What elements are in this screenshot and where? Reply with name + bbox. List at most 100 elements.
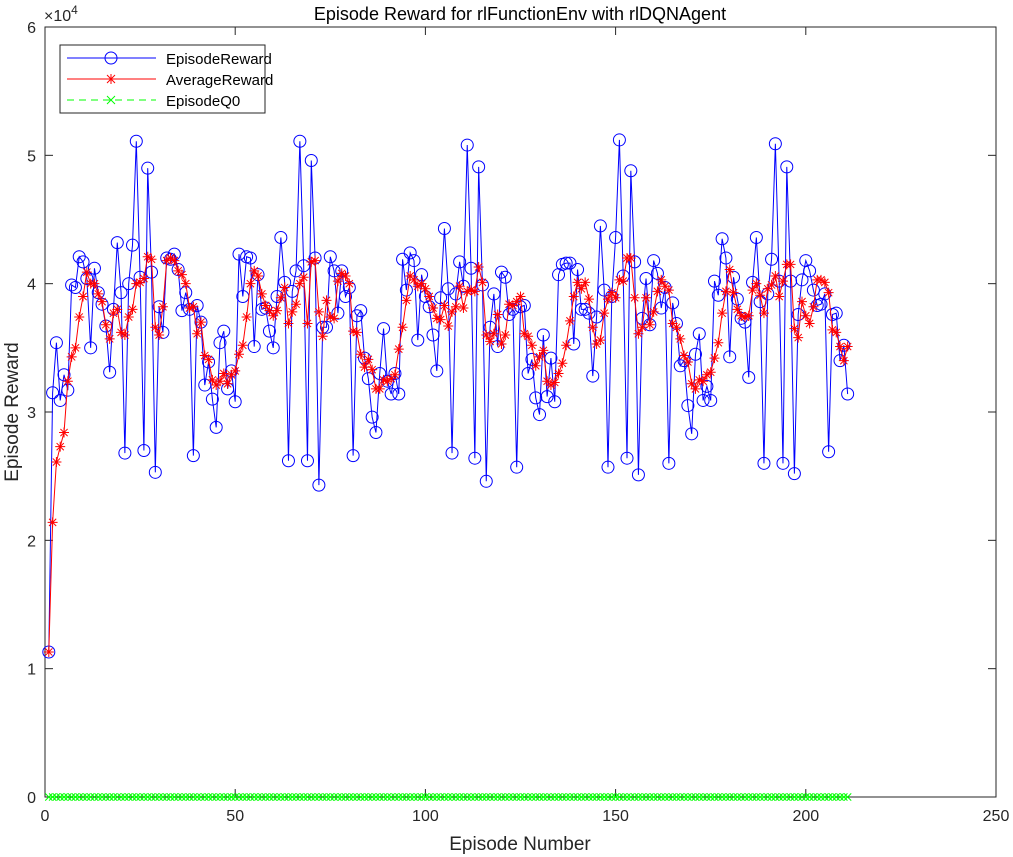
- average-reward-point: [835, 341, 846, 352]
- average-reward-point: [443, 321, 454, 332]
- episode-reward-point: [643, 318, 657, 332]
- y-tick-label: 3: [27, 405, 36, 422]
- episode-q0-point: [489, 793, 498, 801]
- average-reward-point: [492, 309, 503, 320]
- average-reward-point: [641, 292, 652, 303]
- episode-q0-point: [588, 793, 597, 801]
- episode-reward-point: [727, 270, 741, 284]
- average-reward-point: [663, 285, 674, 296]
- episode-q0-point: [101, 793, 110, 801]
- episode-q0-point: [333, 793, 342, 801]
- episode-reward-point: [624, 164, 638, 178]
- series-layer: [42, 133, 855, 801]
- episode-q0-point: [120, 793, 129, 801]
- average-reward-point: [507, 300, 518, 311]
- average-reward-point: [157, 301, 168, 312]
- episode-q0-point: [166, 793, 175, 801]
- episode-q0-point: [615, 793, 624, 801]
- average-reward-point: [732, 304, 743, 315]
- episode-reward-point: [110, 236, 124, 250]
- episode-q0-point: [748, 793, 757, 801]
- average-reward-point: [43, 646, 54, 657]
- average-reward-point: [81, 267, 92, 278]
- episode-q0-point: [368, 793, 377, 801]
- episode-reward-point: [662, 456, 676, 470]
- average-reward-point: [184, 303, 195, 314]
- episode-q0-point: [672, 793, 681, 801]
- average-reward-point: [199, 350, 210, 361]
- chart-title: Episode Reward for rlFunctionEnv with rl…: [314, 4, 726, 24]
- average-reward-point: [176, 269, 187, 280]
- episode-q0-point: [478, 793, 487, 801]
- episode-reward-point: [426, 328, 440, 342]
- episode-reward-point: [806, 283, 820, 297]
- episode-q0-point: [687, 793, 696, 801]
- average-reward-point: [447, 306, 458, 317]
- average-reward-point: [146, 254, 157, 265]
- episode-reward-point: [559, 256, 573, 270]
- episode-q0-point: [611, 793, 620, 801]
- episode-q0-point: [451, 793, 460, 801]
- average-reward-point: [138, 273, 149, 284]
- episode-q0-point: [474, 793, 483, 801]
- legend-entry-average-reward: AverageReward: [67, 72, 273, 89]
- episode-q0-point: [269, 793, 278, 801]
- episode-q0-point: [295, 793, 304, 801]
- average-reward-point: [214, 376, 225, 387]
- average-reward-point: [298, 272, 309, 283]
- episode-q0-point: [782, 793, 791, 801]
- episode-q0-point: [292, 793, 301, 801]
- episode-reward-point: [544, 351, 558, 365]
- y-axis-label: Episode Reward: [2, 342, 23, 481]
- average-reward-point: [150, 322, 161, 333]
- episode-reward-point: [327, 264, 341, 278]
- episode-reward-point: [563, 256, 577, 270]
- episode-reward-line: [48, 139, 849, 652]
- episode-reward-point: [232, 247, 246, 261]
- episode-q0-point: [86, 793, 95, 801]
- legend-entry-episode-q0: EpisodeQ0: [67, 93, 240, 110]
- average-reward-point: [108, 308, 119, 319]
- average-reward-point: [310, 255, 321, 266]
- episode-q0-point: [421, 793, 430, 801]
- average-reward-point: [751, 278, 762, 289]
- average-reward-point: [572, 277, 583, 288]
- x-tick-label: 0: [41, 808, 50, 825]
- episode-reward-point: [430, 364, 444, 378]
- episode-q0-point: [779, 793, 787, 801]
- average-reward-point: [766, 279, 777, 290]
- episode-q0-point: [402, 793, 411, 801]
- episode-q0-point: [516, 793, 525, 801]
- episode-q0-point: [501, 793, 510, 801]
- average-reward-point: [660, 281, 671, 292]
- episode-q0-point: [219, 793, 228, 801]
- episode-reward-point: [449, 287, 463, 301]
- episode-q0-point: [425, 793, 434, 801]
- y-tick-label: 6: [27, 20, 36, 37]
- episode-q0-point: [52, 793, 61, 801]
- episode-q0-point: [82, 793, 91, 801]
- average-reward-point: [534, 351, 545, 362]
- episode-reward-point: [685, 427, 699, 441]
- episode-q0-point: [44, 793, 53, 801]
- episode-reward-point: [620, 451, 634, 465]
- average-reward-point: [469, 286, 480, 297]
- average-reward-point: [458, 303, 469, 314]
- episode-q0-point: [432, 793, 441, 801]
- episode-q0-point: [744, 793, 753, 801]
- average-reward-point: [420, 283, 431, 294]
- episode-q0-point: [767, 793, 776, 801]
- episode-reward-point: [479, 474, 493, 488]
- episode-reward-point: [590, 310, 604, 324]
- episode-q0-point: [193, 793, 202, 801]
- episode-q0-point: [763, 793, 772, 801]
- episode-q0-point: [642, 793, 650, 801]
- episode-q0-point: [683, 793, 692, 801]
- average-reward-point: [268, 310, 279, 321]
- episode-q0-point: [79, 793, 87, 801]
- average-reward-point: [675, 333, 686, 344]
- average-reward-point: [561, 340, 572, 351]
- average-reward-point: [275, 292, 286, 303]
- average-reward-point: [682, 356, 693, 367]
